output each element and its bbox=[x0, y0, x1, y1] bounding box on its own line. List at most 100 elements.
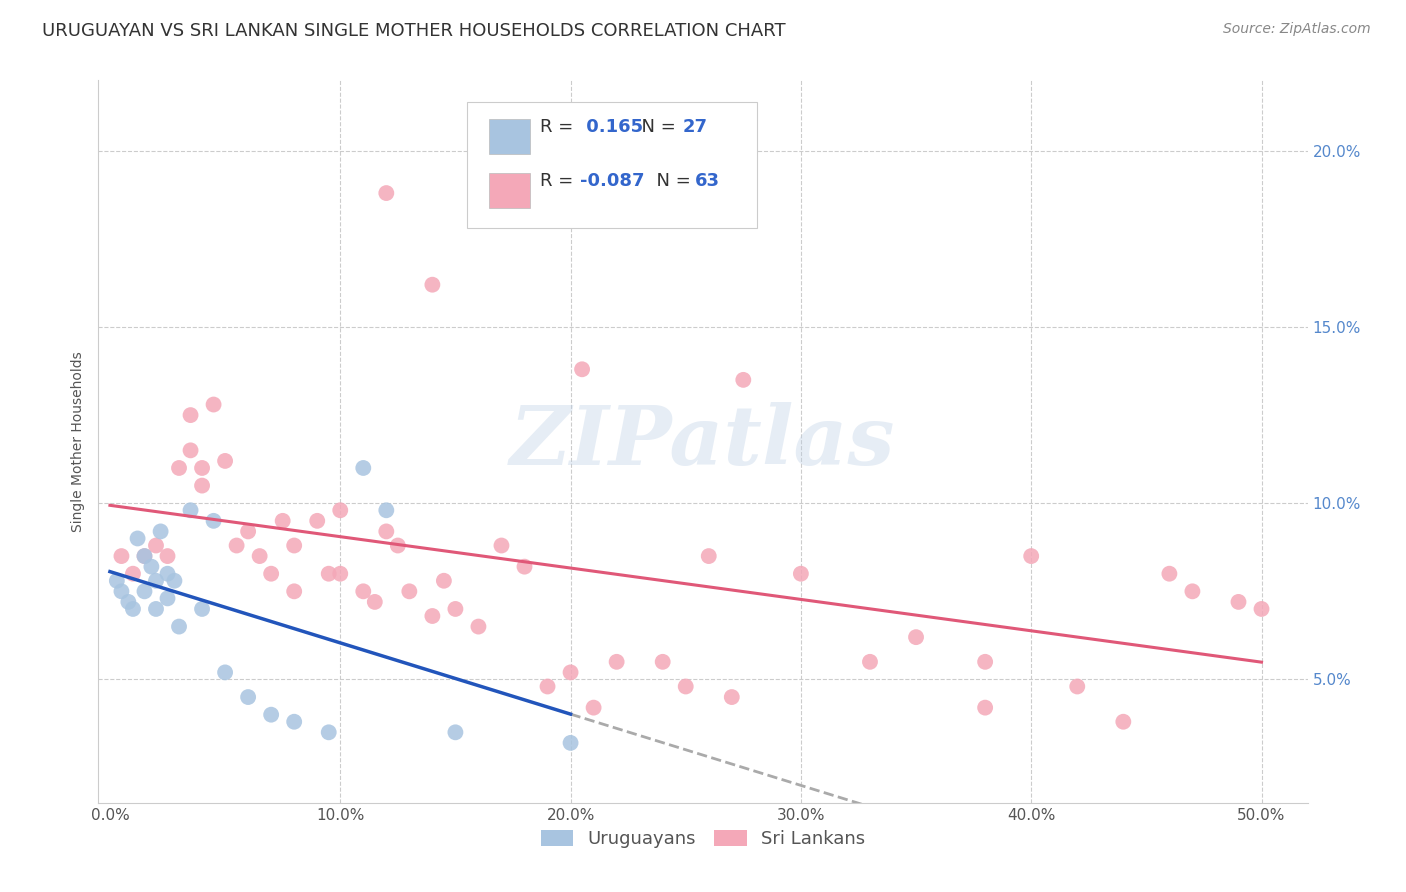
FancyBboxPatch shape bbox=[467, 102, 758, 228]
Point bbox=[444, 725, 467, 739]
Text: ZIPatlas: ZIPatlas bbox=[510, 401, 896, 482]
Point bbox=[249, 549, 271, 563]
Point bbox=[105, 574, 128, 588]
Point bbox=[467, 619, 489, 633]
Point bbox=[117, 595, 139, 609]
Point bbox=[375, 186, 398, 200]
Point bbox=[122, 602, 145, 616]
Point bbox=[236, 690, 259, 704]
Point bbox=[1019, 549, 1042, 563]
Point bbox=[127, 532, 149, 546]
Point bbox=[1159, 566, 1181, 581]
Point bbox=[352, 461, 374, 475]
Point bbox=[214, 665, 236, 680]
Point bbox=[1112, 714, 1135, 729]
FancyBboxPatch shape bbox=[489, 119, 530, 154]
Point bbox=[905, 630, 928, 644]
Point bbox=[675, 680, 697, 694]
Point bbox=[422, 277, 444, 292]
Point bbox=[318, 725, 340, 739]
Point bbox=[134, 549, 156, 563]
Point bbox=[134, 549, 156, 563]
Point bbox=[1227, 595, 1250, 609]
Text: R =: R = bbox=[540, 172, 579, 190]
Point bbox=[974, 700, 997, 714]
Point bbox=[134, 584, 156, 599]
Point bbox=[167, 619, 190, 633]
Point bbox=[1066, 680, 1088, 694]
Point bbox=[375, 503, 398, 517]
Point bbox=[329, 566, 352, 581]
Point bbox=[149, 524, 172, 539]
Text: 27: 27 bbox=[682, 119, 707, 136]
Point bbox=[697, 549, 720, 563]
Point bbox=[1181, 584, 1204, 599]
Point bbox=[225, 539, 247, 553]
Legend: Uruguayans, Sri Lankans: Uruguayans, Sri Lankans bbox=[533, 822, 873, 855]
Point bbox=[364, 595, 387, 609]
Point bbox=[444, 602, 467, 616]
Point bbox=[163, 574, 186, 588]
Point bbox=[859, 655, 882, 669]
Point bbox=[651, 655, 673, 669]
Point bbox=[283, 714, 305, 729]
Point bbox=[387, 539, 409, 553]
Point bbox=[329, 503, 352, 517]
Point bbox=[571, 362, 593, 376]
Point bbox=[318, 566, 340, 581]
Y-axis label: Single Mother Households: Single Mother Households bbox=[72, 351, 86, 532]
Point bbox=[307, 514, 329, 528]
Point bbox=[422, 609, 444, 624]
Text: URUGUAYAN VS SRI LANKAN SINGLE MOTHER HOUSEHOLDS CORRELATION CHART: URUGUAYAN VS SRI LANKAN SINGLE MOTHER HO… bbox=[42, 22, 786, 40]
Point bbox=[180, 443, 202, 458]
FancyBboxPatch shape bbox=[489, 173, 530, 208]
Text: -0.087: -0.087 bbox=[579, 172, 644, 190]
Point bbox=[974, 655, 997, 669]
Point bbox=[145, 574, 167, 588]
Point bbox=[156, 591, 179, 606]
Text: R =: R = bbox=[540, 119, 579, 136]
Point bbox=[560, 665, 582, 680]
Text: N =: N = bbox=[630, 119, 682, 136]
Point bbox=[375, 524, 398, 539]
Point bbox=[352, 584, 374, 599]
Point bbox=[145, 539, 167, 553]
Point bbox=[145, 602, 167, 616]
Point bbox=[433, 574, 456, 588]
Point bbox=[110, 584, 132, 599]
Point bbox=[191, 602, 214, 616]
Text: Source: ZipAtlas.com: Source: ZipAtlas.com bbox=[1223, 22, 1371, 37]
Point bbox=[790, 566, 813, 581]
Point bbox=[180, 503, 202, 517]
Point bbox=[720, 690, 742, 704]
Point bbox=[536, 680, 558, 694]
Point bbox=[214, 454, 236, 468]
Point bbox=[582, 700, 605, 714]
Point bbox=[156, 549, 179, 563]
Point bbox=[398, 584, 420, 599]
Point bbox=[110, 549, 132, 563]
Point bbox=[122, 566, 145, 581]
Text: 63: 63 bbox=[695, 172, 720, 190]
Point bbox=[491, 539, 513, 553]
Point bbox=[1250, 602, 1272, 616]
Point bbox=[260, 566, 283, 581]
Text: N =: N = bbox=[645, 172, 696, 190]
Point bbox=[283, 584, 305, 599]
Point bbox=[156, 566, 179, 581]
Point bbox=[141, 559, 163, 574]
Point bbox=[202, 398, 225, 412]
Point bbox=[202, 514, 225, 528]
Point bbox=[513, 559, 536, 574]
Point bbox=[606, 655, 628, 669]
Point bbox=[260, 707, 283, 722]
Point bbox=[191, 461, 214, 475]
Point bbox=[271, 514, 294, 528]
Point bbox=[283, 539, 305, 553]
Text: 0.165: 0.165 bbox=[579, 119, 643, 136]
Point bbox=[167, 461, 190, 475]
Point bbox=[236, 524, 259, 539]
Point bbox=[733, 373, 755, 387]
Point bbox=[560, 736, 582, 750]
Point bbox=[191, 478, 214, 492]
